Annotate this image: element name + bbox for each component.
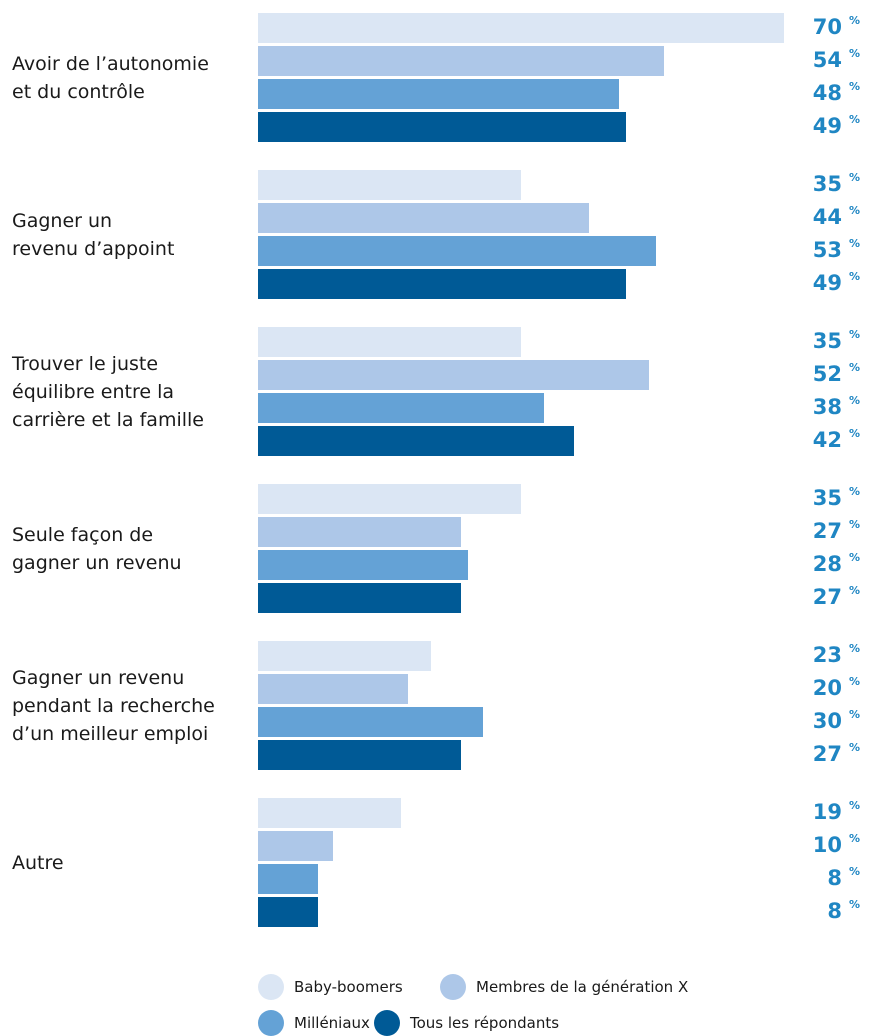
data-label: 27: [812, 519, 842, 543]
data-label-unit: %: [848, 675, 860, 688]
legend-swatch: [440, 974, 466, 1000]
legend-item: Membres de la génération X: [440, 974, 688, 1000]
data-label: 30: [812, 709, 842, 733]
data-label: 27: [812, 585, 842, 609]
bar: [258, 897, 319, 927]
bar: [258, 550, 469, 580]
data-label: 52: [812, 362, 842, 386]
legend-item: Milléniaux: [258, 1010, 370, 1036]
data-label: 23: [812, 643, 842, 667]
bar: [258, 426, 574, 456]
data-label-unit: %: [848, 394, 860, 407]
bar: [258, 864, 319, 894]
category-label: Autre: [12, 851, 64, 874]
data-label-unit: %: [848, 485, 860, 498]
bar: [258, 740, 461, 770]
bar: [258, 13, 784, 43]
data-label-unit: %: [848, 361, 860, 374]
bar: [258, 203, 589, 233]
data-label-unit: %: [848, 708, 860, 721]
legend-item: Tous les répondants: [374, 1010, 559, 1036]
data-label-unit: %: [848, 518, 860, 531]
bar: [258, 707, 484, 737]
legend-swatch: [258, 974, 284, 1000]
bar: [258, 583, 461, 613]
data-label: 42: [812, 428, 842, 452]
data-label-unit: %: [848, 427, 860, 440]
legend-swatch: [374, 1010, 400, 1036]
legend-label: Tous les répondants: [410, 1014, 560, 1032]
category-label: Gagner un revenu pendant la recherche d’…: [12, 666, 215, 745]
data-label-unit: %: [848, 898, 860, 911]
category-label: Gagner un revenu d’appoint: [12, 209, 175, 260]
bar: [258, 236, 657, 266]
data-label: 48: [812, 81, 842, 105]
bar: [258, 79, 619, 109]
data-label: 10: [812, 833, 842, 857]
data-label: 70: [812, 15, 842, 39]
bar: [258, 269, 627, 299]
data-label-unit: %: [848, 204, 860, 217]
data-label: 53: [812, 238, 842, 262]
data-label: 38: [812, 395, 842, 419]
bar: [258, 517, 461, 547]
data-label-unit: %: [848, 551, 860, 564]
legend-label: Milléniaux: [294, 1014, 370, 1032]
data-label: 28: [812, 552, 842, 576]
bar: [258, 112, 627, 142]
bar: [258, 360, 649, 390]
data-label-unit: %: [848, 270, 860, 283]
data-label: 35: [812, 172, 842, 196]
data-label-unit: %: [848, 113, 860, 126]
data-label: 20: [812, 676, 842, 700]
bar: [258, 170, 521, 200]
data-label-unit: %: [848, 171, 860, 184]
data-label: 27: [812, 742, 842, 766]
bar: [258, 484, 521, 514]
data-label-unit: %: [848, 799, 860, 812]
data-label-unit: %: [848, 865, 860, 878]
legend-label: Membres de la génération X: [476, 978, 689, 996]
data-label: 8: [827, 866, 842, 890]
bar: [258, 327, 521, 357]
data-label: 8: [827, 899, 842, 923]
data-label-unit: %: [848, 237, 860, 250]
data-label-unit: %: [848, 328, 860, 341]
data-label-unit: %: [848, 80, 860, 93]
data-label: 19: [812, 800, 842, 824]
data-label-unit: %: [848, 741, 860, 754]
data-label: 44: [812, 205, 842, 229]
legend-label: Baby-boomers: [294, 978, 403, 996]
bar: [258, 798, 401, 828]
data-label-unit: %: [848, 47, 860, 60]
data-label: 35: [812, 486, 842, 510]
category-label: Trouver le juste équilibre entre la carr…: [12, 352, 204, 431]
data-label: 54: [812, 48, 842, 72]
bar: [258, 46, 664, 76]
bar: [258, 831, 334, 861]
legend-item: Baby-boomers: [258, 974, 403, 1000]
data-label: 49: [812, 114, 842, 138]
data-label-unit: %: [848, 832, 860, 845]
bar: [258, 641, 431, 671]
bar: [258, 674, 409, 704]
data-label: 49: [812, 271, 842, 295]
category-label: Seule façon de gagner un revenu: [12, 523, 182, 574]
data-label-unit: %: [848, 14, 860, 27]
category-label: Avoir de l’autonomie et du contrôle: [12, 52, 209, 103]
data-label-unit: %: [848, 584, 860, 597]
data-label: 35: [812, 329, 842, 353]
bar: [258, 393, 544, 423]
data-label-unit: %: [848, 642, 860, 655]
legend-swatch: [258, 1010, 284, 1036]
